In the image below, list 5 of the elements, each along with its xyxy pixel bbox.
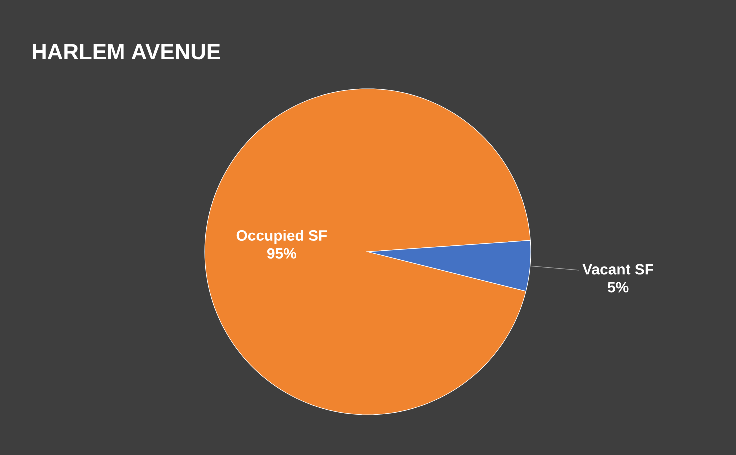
- data-label: 5%: [608, 282, 629, 293]
- slice-label: Occupied SF: [236, 230, 328, 244]
- chart-title: HARLEM AVENUE: [32, 44, 220, 60]
- data-label: 95%: [268, 248, 296, 259]
- slice-label: Vacant SF: [582, 264, 654, 275]
